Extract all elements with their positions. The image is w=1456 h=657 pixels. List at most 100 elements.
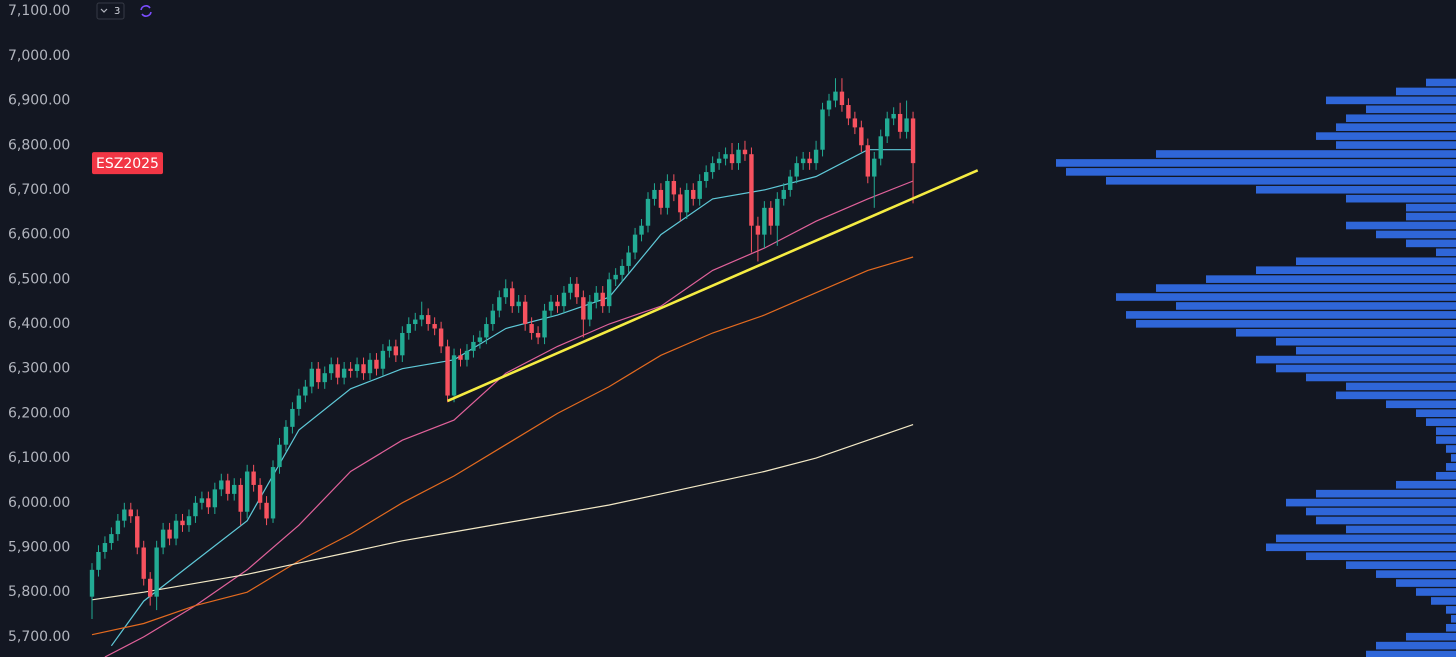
profile-bar xyxy=(1256,355,1456,364)
symbol-tag-box xyxy=(92,152,163,175)
profile-bar xyxy=(1436,427,1456,435)
candle-body xyxy=(458,355,463,360)
candle-body xyxy=(736,149,741,164)
y-tick-label: 6,900.00 xyxy=(8,93,70,109)
candle-body xyxy=(820,109,825,150)
candle-body xyxy=(206,498,211,508)
candle-body xyxy=(561,292,567,307)
candle-body xyxy=(167,529,172,539)
profile-bar xyxy=(1406,203,1456,212)
candle-body xyxy=(244,471,250,512)
profile-bar xyxy=(1276,364,1456,373)
candle-body xyxy=(697,181,702,199)
candle-body xyxy=(173,520,179,539)
profile-bar xyxy=(1156,150,1456,158)
candle-body xyxy=(393,346,399,356)
profile-bar xyxy=(1066,168,1456,176)
profile-bar xyxy=(1286,498,1456,507)
profile-bar xyxy=(1366,650,1456,657)
candle-body xyxy=(115,520,121,535)
profile-bar xyxy=(1406,239,1456,248)
candle-body xyxy=(432,324,437,329)
candle-body xyxy=(665,181,670,208)
candle-body xyxy=(316,368,321,383)
candle-body xyxy=(800,158,806,164)
candle-body xyxy=(303,386,308,396)
candle-body xyxy=(555,301,560,307)
profile-bar xyxy=(1346,382,1456,391)
symbol-label: ESZ2025 xyxy=(96,156,159,172)
candle-body xyxy=(587,301,593,320)
candle-body xyxy=(309,368,315,387)
candle-body xyxy=(160,529,166,548)
candle-body xyxy=(109,534,114,544)
candle-body xyxy=(102,543,108,552)
candle-body xyxy=(413,319,418,325)
candle-body xyxy=(839,91,845,106)
interval-badge[interactable] xyxy=(96,2,125,20)
profile-bar xyxy=(1156,284,1456,292)
candle-body xyxy=(813,149,819,164)
profile-bar xyxy=(1446,445,1456,453)
candle-body xyxy=(607,279,612,307)
candle-body xyxy=(619,265,625,275)
profile-bar xyxy=(1316,132,1456,140)
candle-body xyxy=(548,301,554,311)
profile-bar xyxy=(1346,221,1456,230)
y-tick-label: 6,000.00 xyxy=(8,495,70,511)
candle-body xyxy=(542,310,547,338)
candle-body xyxy=(477,337,483,342)
profile-bar xyxy=(1436,471,1456,480)
profile-bar xyxy=(1296,346,1456,355)
profile-bar xyxy=(1446,463,1456,471)
candle-body xyxy=(135,516,140,548)
candle-body xyxy=(807,158,812,164)
profile-bar xyxy=(1436,436,1456,444)
candle-body xyxy=(147,578,153,597)
profile-bar xyxy=(1406,212,1456,221)
candle-body xyxy=(852,118,858,128)
candle-body xyxy=(354,364,360,371)
candle-body xyxy=(186,516,192,526)
candle-body xyxy=(438,328,444,347)
candle-body xyxy=(613,274,618,280)
symbol-tag: ESZ2025 xyxy=(92,152,163,175)
profile-bar xyxy=(1206,275,1456,283)
candle-body xyxy=(425,315,431,325)
profile-bar xyxy=(1326,96,1456,105)
candle-body xyxy=(723,154,728,159)
profile-bar xyxy=(1306,552,1456,561)
candle-body xyxy=(910,118,916,164)
moving-averages xyxy=(91,149,914,657)
candle-body xyxy=(535,332,541,338)
profile-bar xyxy=(1376,230,1456,239)
profile-bar xyxy=(1316,489,1456,498)
moving-average-line xyxy=(104,180,914,657)
profile-bar xyxy=(1276,337,1456,346)
profile-bar xyxy=(1336,391,1456,400)
candles xyxy=(89,78,979,620)
candle-body xyxy=(380,350,386,369)
candle-body xyxy=(193,502,198,517)
profile-bar xyxy=(1136,320,1456,328)
candle-body xyxy=(277,444,282,468)
profile-bar xyxy=(1176,302,1456,310)
profile-bar xyxy=(1416,409,1456,418)
y-tick-label: 5,900.00 xyxy=(8,540,70,556)
candle-body xyxy=(652,189,657,199)
candle-body xyxy=(884,118,890,137)
profile-bar xyxy=(1426,418,1456,426)
candle-body xyxy=(600,292,605,307)
profile-bar xyxy=(1396,480,1456,489)
profile-bar xyxy=(1346,561,1456,569)
candle-body xyxy=(419,315,424,320)
sync-arc xyxy=(140,5,151,11)
candle-body xyxy=(290,408,295,427)
profile-bar xyxy=(1426,78,1456,87)
sync-icon[interactable] xyxy=(140,5,152,17)
candle-body xyxy=(257,484,263,503)
profile-bar xyxy=(1431,597,1456,605)
